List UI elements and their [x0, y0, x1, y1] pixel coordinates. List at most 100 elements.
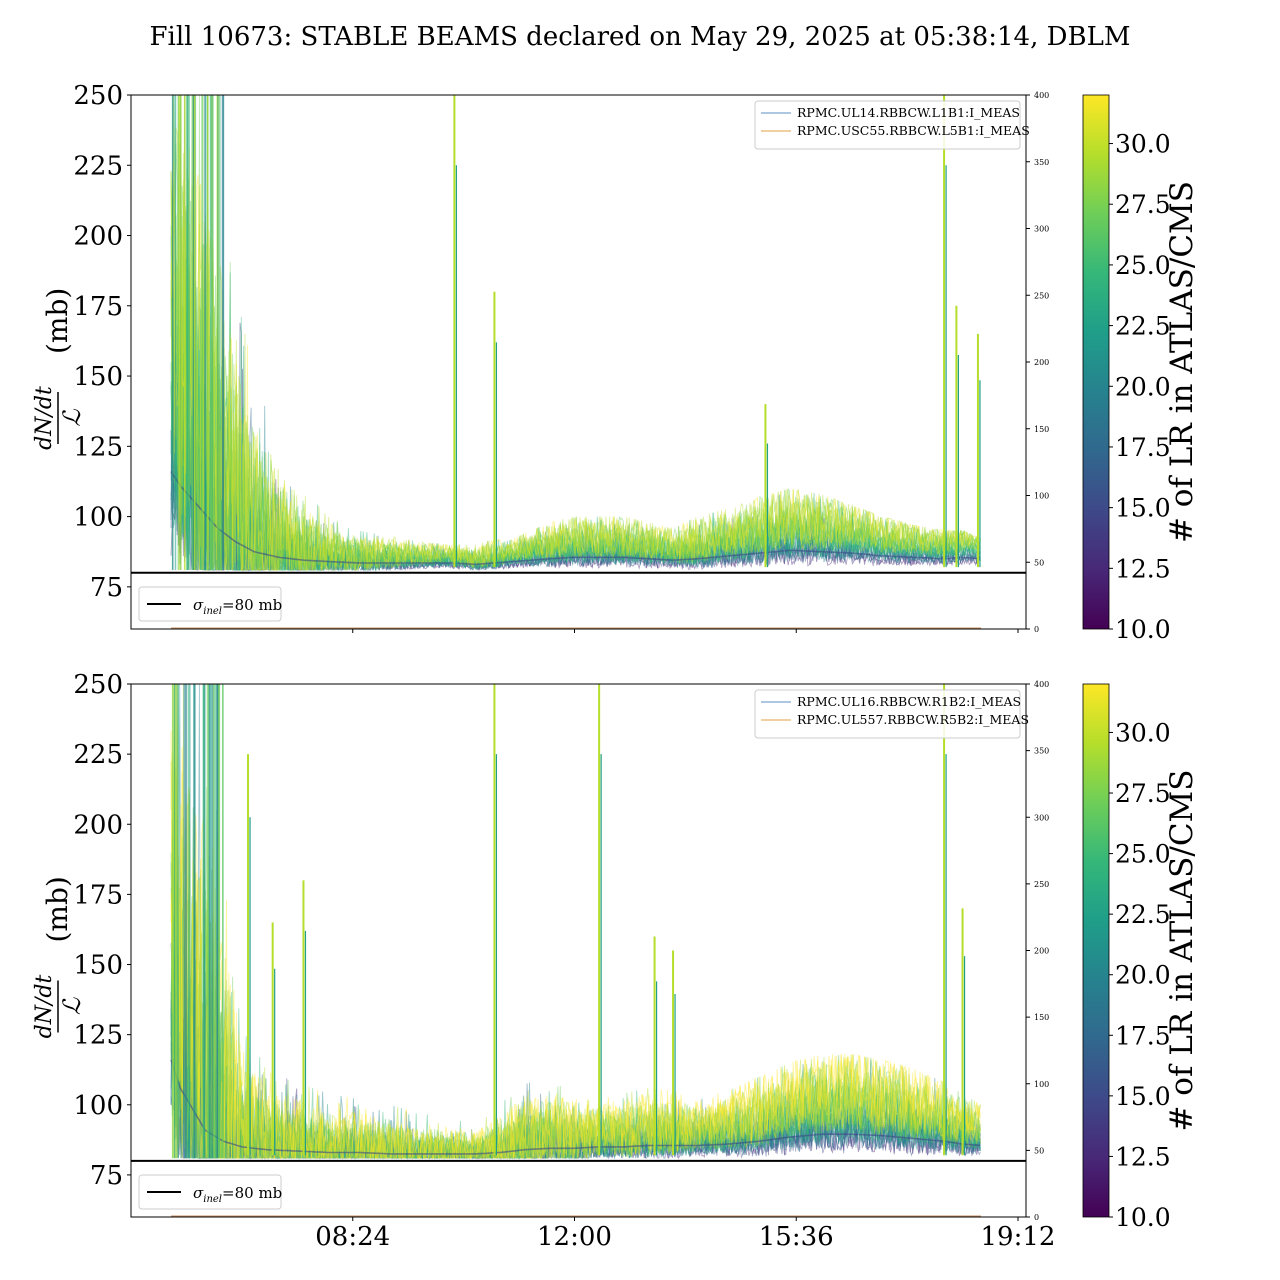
- y-tick-label: 200: [73, 222, 123, 252]
- y-label-denominator: ℒ: [58, 997, 86, 1015]
- legend-box: [138, 1174, 282, 1210]
- y-label-unit: (mb): [41, 288, 74, 354]
- trace-line: [170, 350, 981, 571]
- y2-tick-label: 200: [1034, 358, 1049, 367]
- trace-line: [170, 377, 981, 572]
- y-tick-label: 225: [73, 740, 123, 770]
- trace-line: [170, 894, 981, 1160]
- series-legend: RPMC.UL16.RBBCW.R1B2:I_MEAS RPMC.UL557.RB…: [754, 689, 1029, 739]
- colorbar-tick-label: 27.5: [1115, 779, 1171, 808]
- series-legend: RPMC.UL14.RBBCW.L1B1:I_MEAS RPMC.USC55.RB…: [754, 100, 1030, 150]
- colorbar-tick-label: 12.5: [1115, 1142, 1171, 1171]
- reference-label: σinel=80 mb: [193, 596, 282, 617]
- trace-line: [170, 325, 981, 572]
- y2-tick-label: 400: [1034, 680, 1049, 689]
- colorbar-tick-label: 30.0: [1115, 130, 1171, 159]
- y2-tick-label: 400: [1034, 91, 1049, 100]
- trace-line: [170, 290, 981, 572]
- y-label-numerator: dN/dt: [32, 386, 57, 450]
- y-tick-label: 175: [73, 880, 123, 910]
- legend-entry: RPMC.UL557.RBBCW.R5B2:I_MEAS: [797, 712, 1029, 727]
- trace-line: [170, 778, 981, 1160]
- x-tick-label: 19:12: [981, 1222, 1056, 1252]
- legend-entry: RPMC.USC55.RBBCW.L5B1:I_MEAS: [797, 123, 1030, 138]
- x-tick-label: 12:00: [537, 1222, 612, 1252]
- trace-line: [170, 684, 981, 1160]
- trace-line: [170, 172, 981, 571]
- y2-tick-label: 50: [1034, 1146, 1044, 1155]
- reference-legend: σinel=80 mb: [138, 586, 282, 622]
- colorbar-tick-label: 25.0: [1115, 251, 1171, 280]
- y2-tick-label: 350: [1034, 158, 1049, 167]
- y-tick-label: 150: [73, 951, 123, 981]
- legend-box: [754, 100, 1021, 150]
- trace-line: [170, 95, 981, 571]
- chart-title: Fill 10673: STABLE BEAMS declared on May…: [150, 22, 1131, 52]
- trace-line: [170, 95, 981, 572]
- y-tick-label: 250: [73, 81, 123, 111]
- y2-tick-label: 300: [1034, 813, 1049, 822]
- legend-entry: RPMC.UL14.RBBCW.L1B1:I_MEAS: [797, 105, 1020, 120]
- y2-tick-label: 100: [1034, 1080, 1049, 1089]
- colorbar-gradient: [1082, 94, 1110, 630]
- y-label-denominator: ℒ: [58, 409, 86, 427]
- trace-line: [170, 334, 981, 572]
- colorbar-tick-label: 20.0: [1115, 372, 1171, 401]
- y-axis-label: dN/dt ℒ (mb): [32, 288, 86, 450]
- y2-tick-label: 100: [1034, 492, 1049, 501]
- trace-line: [170, 170, 981, 572]
- x-tick-label: 15:36: [759, 1222, 834, 1252]
- y-tick-label: 125: [73, 432, 123, 462]
- y-tick-label: 100: [73, 1091, 123, 1121]
- colorbar-tick-label: 12.5: [1115, 554, 1171, 583]
- y-label-numerator: dN/dt: [32, 975, 57, 1039]
- trace-line: [170, 368, 981, 572]
- y-axis-label: dN/dt ℒ (mb): [32, 876, 86, 1038]
- trace-line: [170, 200, 981, 571]
- y-tick-label: 75: [90, 1161, 123, 1191]
- trace-line: [170, 95, 981, 572]
- colorbar-gradient: [1082, 683, 1110, 1218]
- legend-box: [138, 586, 282, 622]
- y-tick-label: 150: [73, 362, 123, 392]
- y2-tick-label: 150: [1034, 425, 1049, 434]
- trace-line: [170, 288, 981, 572]
- colorbar-tick-label: 15.0: [1115, 494, 1171, 523]
- y2-tick-label: 0: [1034, 1213, 1039, 1222]
- trace-line: [170, 225, 981, 572]
- y2-tick-label: 150: [1034, 1013, 1049, 1022]
- trace-line: [170, 424, 981, 572]
- colorbar: 10.0 12.5 15.0 17.5 20.0 22.5 25.0 27.5 30.0 # of…: [1082, 94, 1200, 644]
- panel-1: 75 100 125 150 175 200 225 250 0 50 100 150 200 250 30…: [32, 81, 1200, 644]
- colorbar-tick-label: 10.0: [1115, 1203, 1171, 1232]
- trace-line: [170, 96, 981, 571]
- x-tick-label: 08:24: [315, 1222, 390, 1252]
- legend-box: [754, 689, 1021, 739]
- data-cloud: [170, 684, 981, 1160]
- colorbar-tick-label: 22.5: [1115, 312, 1171, 341]
- trace-line: [170, 981, 981, 1160]
- colorbar-tick-label: 22.5: [1115, 900, 1171, 929]
- colorbar-tick-label: 30.0: [1115, 718, 1171, 747]
- y-label-unit: (mb): [41, 876, 74, 942]
- y-tick-label: 175: [73, 292, 123, 322]
- colorbar-tick-label: 15.0: [1115, 1082, 1171, 1111]
- trace-line: [170, 835, 981, 1160]
- y-tick-label: 225: [73, 151, 123, 181]
- trace-line: [170, 95, 981, 571]
- y2-tick-label: 0: [1034, 625, 1039, 634]
- data-cloud: [170, 95, 981, 572]
- trace-line: [170, 322, 981, 572]
- y2-tick-label: 50: [1034, 558, 1044, 567]
- colorbar-tick-label: 17.5: [1115, 1021, 1171, 1050]
- reference-label: σinel=80 mb: [193, 1184, 282, 1205]
- y-tick-label: 125: [73, 1021, 123, 1051]
- trace-line: [170, 148, 981, 572]
- colorbar-label: # of LR in ATLAS/CMS: [1164, 181, 1200, 543]
- trace-line: [170, 236, 981, 572]
- y-tick-label: 100: [73, 503, 123, 533]
- trace-line: [170, 95, 981, 571]
- trace-line: [170, 320, 981, 572]
- colorbar-tick-label: 10.0: [1115, 615, 1171, 644]
